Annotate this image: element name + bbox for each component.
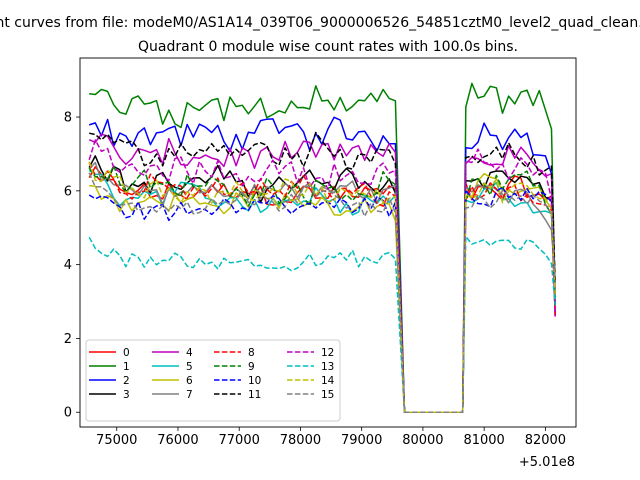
series-line-13 xyxy=(88,235,556,413)
series-lines xyxy=(88,82,556,413)
y-axis: 0 2 4 6 8 xyxy=(64,111,80,421)
series-line-6 xyxy=(89,172,556,413)
x-tick-label: 76000 xyxy=(157,433,198,448)
legend-label-11: 11 xyxy=(248,389,261,401)
legend-label-5: 5 xyxy=(186,361,193,373)
legend-label-7: 7 xyxy=(186,389,193,401)
x-offset-label: +5.01e8 xyxy=(519,455,575,470)
series-line-12 xyxy=(88,139,556,413)
legend-label-4: 4 xyxy=(186,347,193,359)
legend-label-0: 0 xyxy=(123,347,130,359)
legend-label-13: 13 xyxy=(321,361,334,373)
x-axis: 75000 76000 77000 78000 79000 80000 81000 82000 xyxy=(96,427,566,448)
series-line-8 xyxy=(88,162,556,413)
legend-box xyxy=(85,339,341,422)
axes-frame xyxy=(79,57,577,428)
y-tick-label: 2 xyxy=(64,332,72,347)
chart-title: Quadrant 0 module wise count rates with … xyxy=(138,39,518,55)
y-tick-label: 0 xyxy=(64,406,72,421)
x-tick-label: 81000 xyxy=(463,433,504,448)
legend-label-9: 9 xyxy=(248,361,255,373)
x-tick-label: 82000 xyxy=(525,433,566,448)
figure-suptitle: Light curves from file: modeM0/AS1A14_03… xyxy=(0,15,640,31)
series-line-15 xyxy=(88,172,556,413)
legend-label-15: 15 xyxy=(321,389,334,401)
series-line-11 xyxy=(89,131,556,413)
legend-label-12: 12 xyxy=(321,347,334,359)
legend-label-3: 3 xyxy=(123,389,130,401)
series-line-1 xyxy=(89,82,556,413)
series-line-2 xyxy=(88,116,556,413)
legend-label-1: 1 xyxy=(123,361,130,373)
legend-label-10: 10 xyxy=(248,375,261,387)
series-line-7 xyxy=(88,161,556,413)
x-tick-label: 79000 xyxy=(341,433,382,448)
x-tick-label: 78000 xyxy=(280,433,321,448)
legend-label-8: 8 xyxy=(248,347,255,359)
x-tick-label: 75000 xyxy=(96,433,137,448)
y-tick-label: 4 xyxy=(64,258,72,273)
series-line-9 xyxy=(88,164,556,413)
x-tick-label: 77000 xyxy=(219,433,260,448)
legend-label-14: 14 xyxy=(321,375,335,387)
y-tick-label: 8 xyxy=(64,111,72,126)
y-tick-label: 6 xyxy=(64,184,72,199)
x-tick-label: 80000 xyxy=(402,433,443,448)
legend-label-6: 6 xyxy=(186,375,193,387)
legend-label-2: 2 xyxy=(123,375,130,387)
